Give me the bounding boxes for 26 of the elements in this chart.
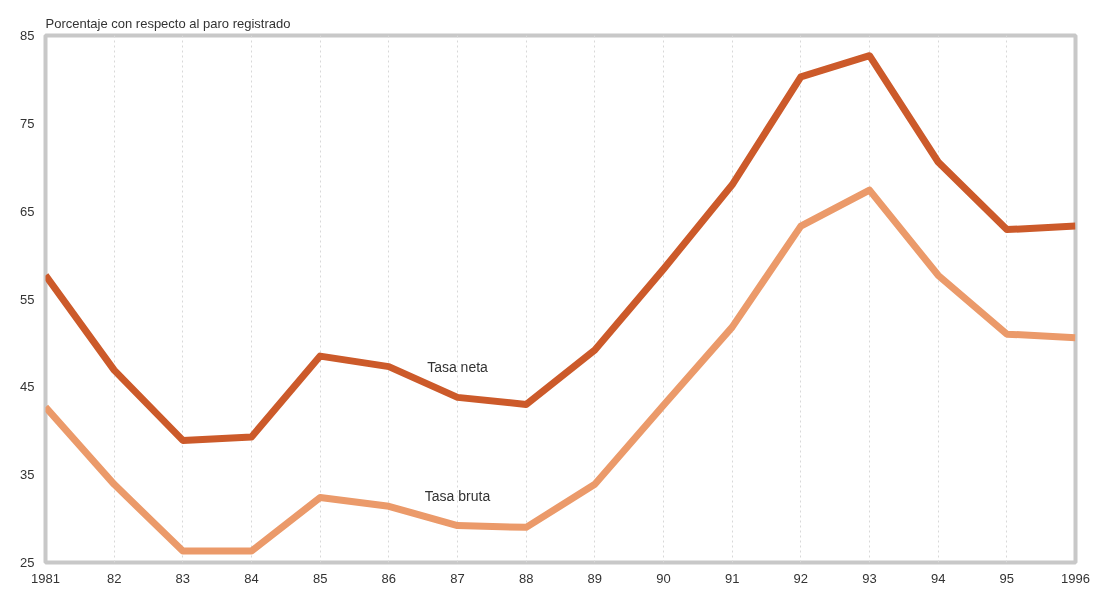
x-tick-label: 91 bbox=[724, 570, 740, 586]
x-tick-label: 93 bbox=[862, 570, 877, 586]
x-tick-label: 82 bbox=[106, 570, 122, 586]
y-tick-label: 85 bbox=[20, 28, 35, 43]
x-tick-label: 86 bbox=[381, 570, 397, 586]
series-label: Tasa bruta bbox=[424, 487, 491, 504]
x-tick-label: 92 bbox=[793, 570, 809, 586]
y-tick-label: 55 bbox=[20, 291, 35, 307]
series-label: Tasa neta bbox=[427, 359, 489, 376]
x-tick-label: 90 bbox=[656, 570, 671, 586]
x-tick-label: 87 bbox=[450, 570, 465, 586]
y-tick-label: 35 bbox=[20, 467, 35, 483]
x-tick-label: 88 bbox=[518, 570, 534, 586]
x-tick-label: 85 bbox=[312, 570, 328, 586]
x-tick-label: 1996 bbox=[1061, 570, 1090, 586]
x-tick-label: 95 bbox=[999, 570, 1015, 586]
x-tick-label: 83 bbox=[175, 570, 191, 586]
x-tick-label: 1981 bbox=[31, 570, 60, 586]
x-tick-label: 84 bbox=[244, 570, 259, 586]
x-tick-label: 94 bbox=[930, 570, 946, 586]
y-tick-label: 65 bbox=[20, 203, 35, 219]
x-tick-label: 89 bbox=[587, 570, 603, 586]
y-axis-title: Porcentaje con respecto al paro registrado bbox=[45, 15, 291, 31]
y-tick-label: 45 bbox=[20, 379, 35, 395]
y-tick-label: 75 bbox=[20, 115, 35, 131]
y-tick-label: 25 bbox=[20, 555, 35, 570]
